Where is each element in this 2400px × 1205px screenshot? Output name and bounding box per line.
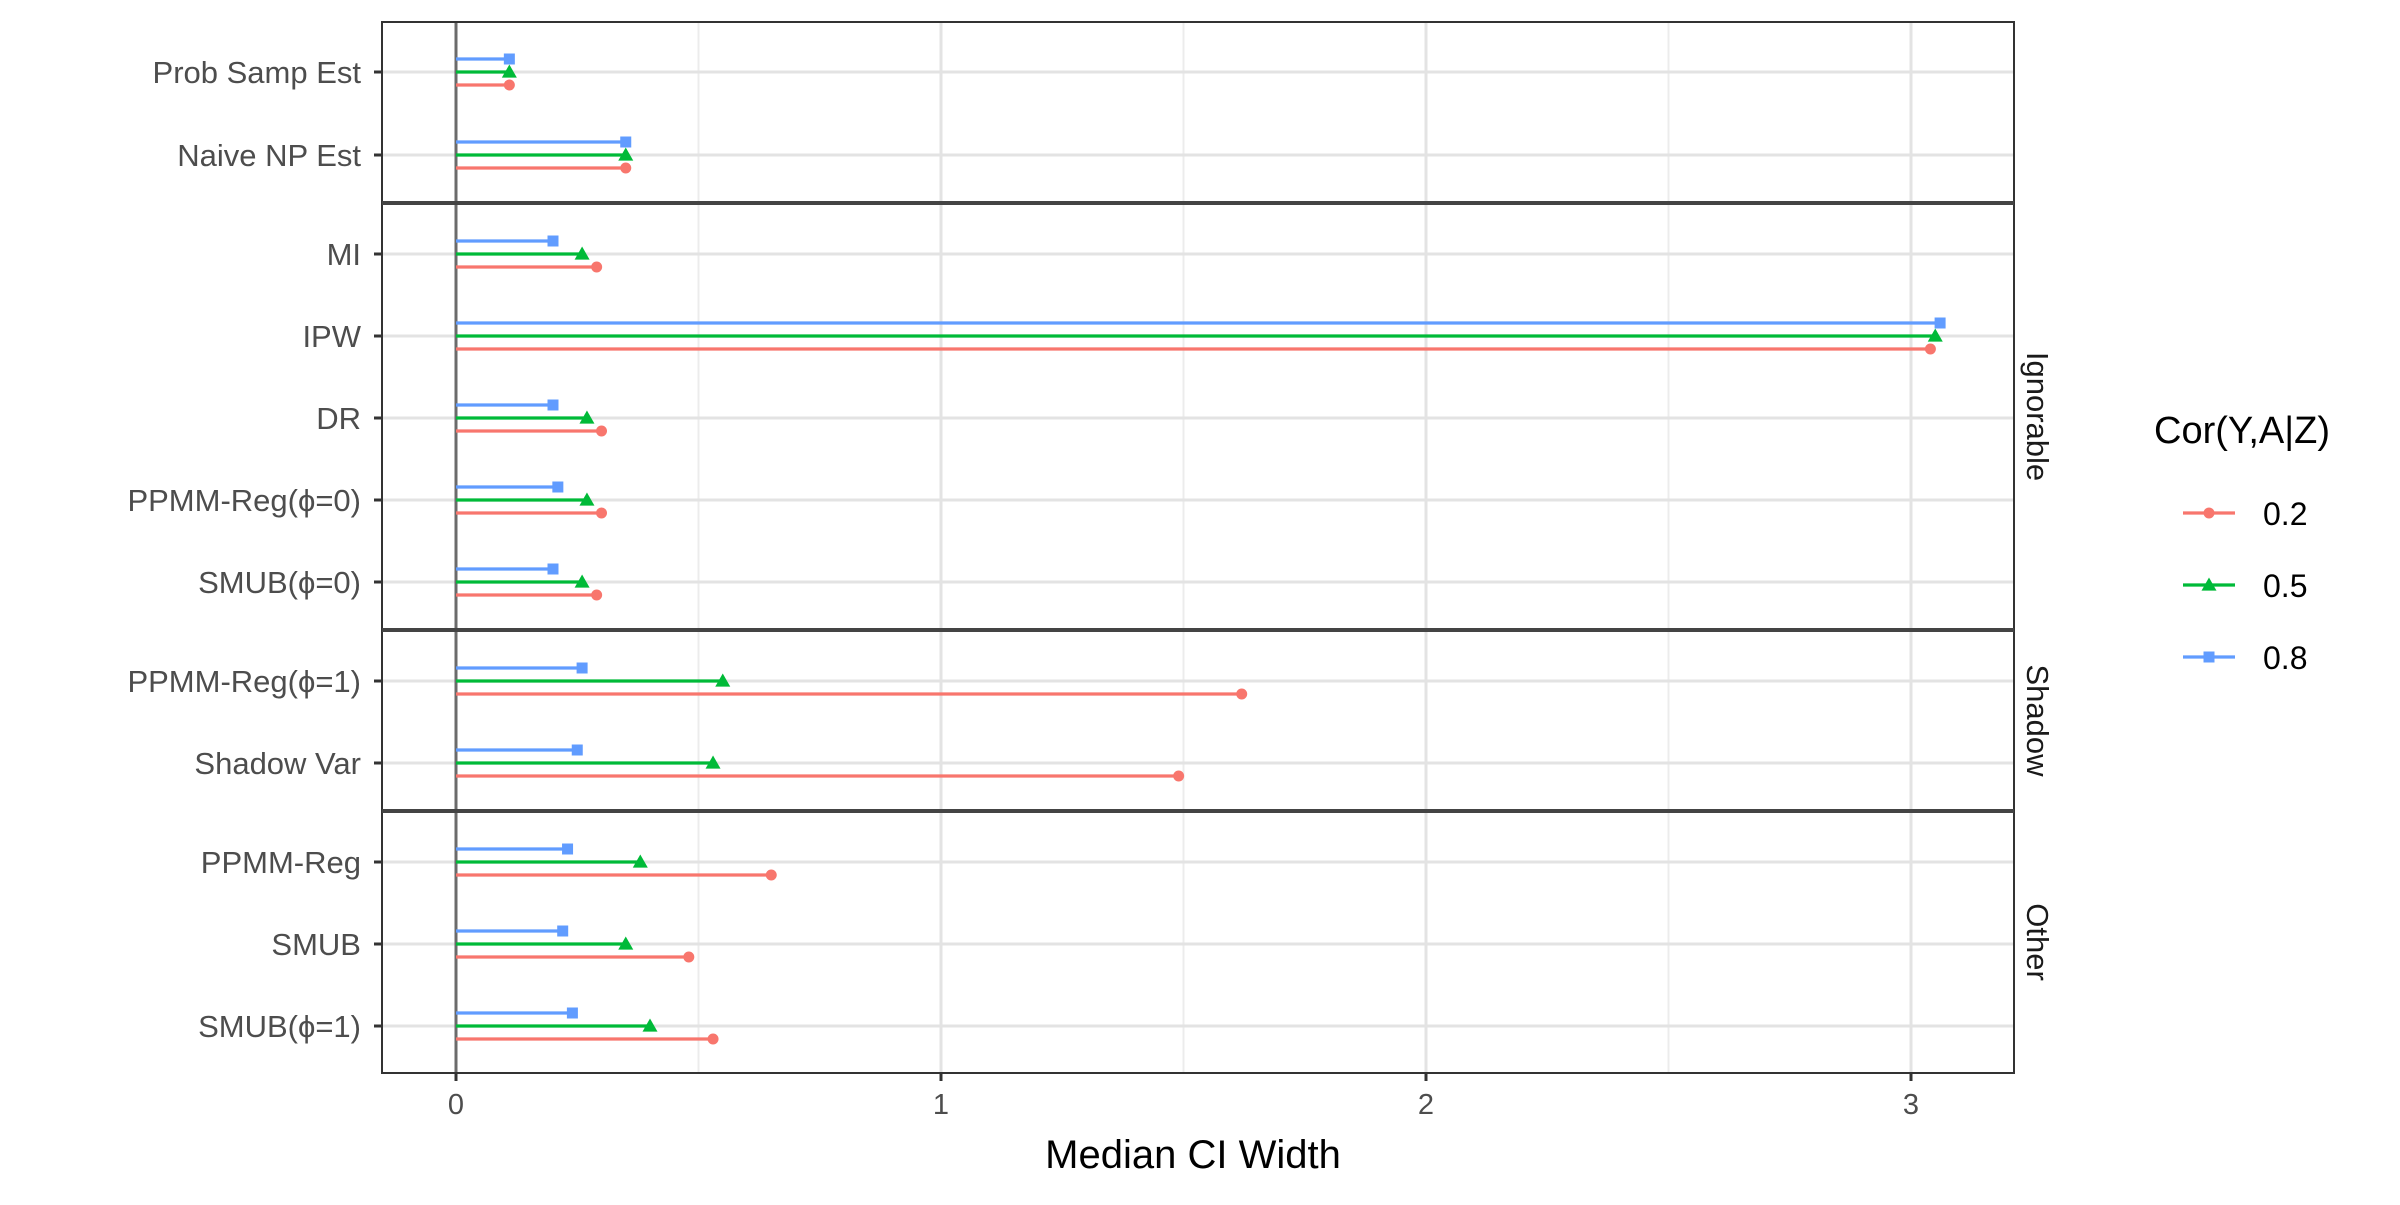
- marks-layer: [456, 53, 2217, 1045]
- legend: Cor(Y,A|Z) 0.2 0.5 0.8: [2154, 410, 2330, 676]
- lollipop-point: [596, 507, 607, 519]
- x-tick-label: 0: [448, 1089, 464, 1121]
- y-tick-label: Prob Samp Est: [153, 55, 362, 90]
- lollipop-point: [574, 246, 590, 260]
- lollipop-point: [557, 925, 569, 937]
- lollipop-point: [765, 869, 777, 881]
- y-tick-label: DR: [316, 401, 361, 436]
- lollipop-point: [579, 492, 595, 506]
- lollipop-point: [562, 843, 574, 855]
- x-axis-title: Median CI Width: [1045, 1133, 1341, 1177]
- lollipop-point: [683, 951, 695, 963]
- lollipop-point: [620, 136, 632, 148]
- lollipop-point: [501, 64, 517, 78]
- lollipop-point: [503, 53, 515, 65]
- lollipop-point: [591, 589, 603, 601]
- y-tick-label: SMUB: [271, 927, 361, 962]
- x-tick-label: 3: [1903, 1089, 1919, 1121]
- y-tick-label: PPMM-Reg(ϕ=0): [127, 483, 361, 518]
- lollipop-point: [705, 755, 721, 769]
- y-tick-label: Naive NP Est: [177, 138, 361, 173]
- y-tick-label: MI: [327, 237, 361, 272]
- x-tick-label: 1: [933, 1089, 949, 1121]
- lollipop-point: [1924, 343, 1936, 355]
- lollipop-point: [1173, 770, 1185, 782]
- x-tick-label: 2: [1418, 1089, 1434, 1121]
- y-tick-label: PPMM-Reg(ϕ=1): [127, 664, 361, 699]
- lollipop-point: [547, 399, 559, 411]
- lollipop-point: [571, 744, 583, 756]
- lollipop-point: [552, 481, 564, 493]
- y-tick-label: PPMM-Reg: [201, 845, 361, 880]
- lollipop-point: [618, 147, 634, 161]
- y-tick-label: SMUB(ϕ=1): [198, 1009, 361, 1044]
- grid-layer: [382, 22, 2014, 1073]
- legend-title: Cor(Y,A|Z): [2154, 410, 2330, 452]
- panel-border: [381, 629, 2015, 812]
- lollipop-point: [579, 410, 595, 424]
- legend-label: 0.2: [2263, 496, 2307, 532]
- lollipop-point: [503, 79, 515, 91]
- lollipop-point: [547, 563, 559, 575]
- lollipop-point: [566, 1007, 578, 1019]
- y-tick-label: Shadow Var: [194, 746, 361, 781]
- facet-strip-label: Ignorable: [2020, 352, 2055, 481]
- lollipop-point: [547, 235, 559, 247]
- panels-layer: [381, 21, 2015, 1074]
- lollipop-point: [1236, 688, 1248, 700]
- lollipop-point: [620, 162, 632, 174]
- lollipop-point: [632, 854, 648, 868]
- lollipop-point: [591, 261, 603, 273]
- lollipop-point: [1927, 328, 1943, 342]
- lollipop-point: [618, 936, 634, 950]
- y-tick-label: SMUB(ϕ=0): [198, 565, 361, 600]
- y-tick-label: IPW: [302, 319, 361, 354]
- axes-layer: Prob Samp Est Naive NP Est MI IPW DR PPMM-Reg…: [127, 55, 1919, 1121]
- lollipop-point: [715, 673, 731, 687]
- lollipop-point: [707, 1033, 719, 1045]
- legend-label: 0.8: [2263, 640, 2307, 676]
- legend-label: 0.5: [2263, 568, 2307, 604]
- strip-labels-layer: Ignorable Shadow Other: [2020, 352, 2055, 981]
- lollipop-point: [642, 1018, 658, 1032]
- facet-strip-label: Other: [2020, 903, 2055, 981]
- lollipop-point: [596, 425, 607, 437]
- lollipop-point: [576, 662, 588, 674]
- panel-border: [381, 21, 2015, 204]
- lollipop-point: [574, 574, 590, 588]
- facet-strip-label: Shadow: [2020, 664, 2055, 777]
- lollipop-point: [1934, 317, 1946, 329]
